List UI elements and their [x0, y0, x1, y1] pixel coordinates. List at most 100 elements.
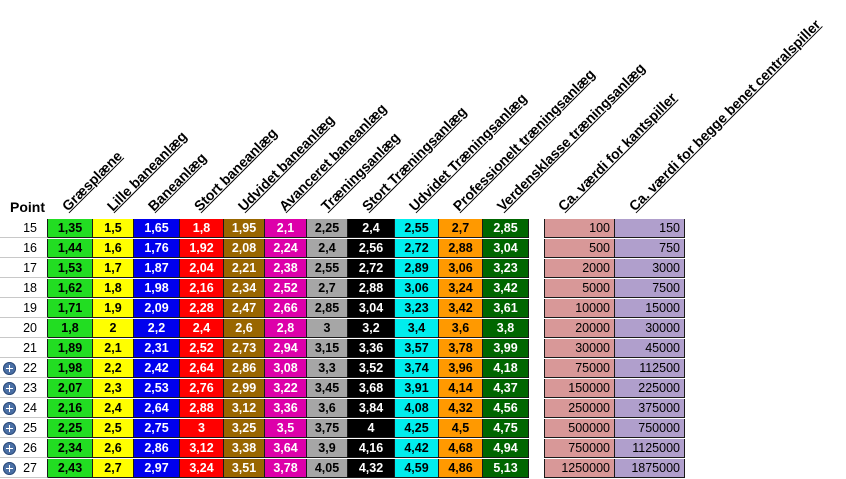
rating-cell[interactable]: 3,25	[224, 419, 265, 438]
rating-cell[interactable]: 2,52	[265, 279, 307, 298]
rating-cell[interactable]: 2,88	[348, 279, 395, 298]
point-cell[interactable]: 27	[0, 459, 48, 478]
point-cell[interactable]: 21	[0, 339, 48, 358]
rating-cell[interactable]: 4,08	[395, 399, 439, 418]
rating-cell[interactable]: 3	[180, 419, 224, 438]
expand-row-icon[interactable]	[3, 442, 16, 455]
value-cell[interactable]: 15000	[615, 299, 685, 318]
rating-cell[interactable]: 2,16	[48, 399, 93, 418]
rating-cell[interactable]: 2,53	[134, 379, 180, 398]
rating-cell[interactable]: 3	[307, 319, 348, 338]
rating-cell[interactable]: 2,28	[180, 299, 224, 318]
value-cell[interactable]: 250000	[544, 399, 615, 418]
rating-cell[interactable]: 1,65	[134, 219, 180, 238]
point-cell[interactable]: 25	[0, 419, 48, 438]
rating-cell[interactable]: 4,68	[439, 439, 483, 458]
rating-cell[interactable]: 4,05	[307, 459, 348, 478]
rating-cell[interactable]: 3,6	[307, 399, 348, 418]
rating-cell[interactable]: 3,74	[395, 359, 439, 378]
rating-cell[interactable]: 2,55	[395, 219, 439, 238]
rating-cell[interactable]: 1,8	[180, 219, 224, 238]
rating-cell[interactable]: 1,6	[93, 239, 134, 258]
rating-cell[interactable]: 4,25	[395, 419, 439, 438]
value-cell[interactable]: 30000	[615, 319, 685, 338]
point-cell[interactable]: 15	[0, 219, 48, 238]
rating-cell[interactable]: 4,18	[483, 359, 529, 378]
rating-cell[interactable]: 2,72	[348, 259, 395, 278]
rating-cell[interactable]: 2,47	[224, 299, 265, 318]
rating-cell[interactable]: 3,4	[395, 319, 439, 338]
expand-row-icon[interactable]	[3, 462, 16, 475]
rating-cell[interactable]: 2,08	[224, 239, 265, 258]
rating-cell[interactable]: 2,99	[224, 379, 265, 398]
value-cell[interactable]: 3000	[615, 259, 685, 278]
rating-cell[interactable]: 2,3	[93, 379, 134, 398]
expand-row-icon[interactable]	[3, 402, 16, 415]
point-cell[interactable]: 24	[0, 399, 48, 418]
rating-cell[interactable]: 2,86	[134, 439, 180, 458]
point-cell[interactable]: 20	[0, 319, 48, 338]
rating-cell[interactable]: 1,71	[48, 299, 93, 318]
rating-cell[interactable]: 3,68	[348, 379, 395, 398]
rating-cell[interactable]: 2,1	[265, 219, 307, 238]
value-cell[interactable]: 2000	[544, 259, 615, 278]
rating-cell[interactable]: 2,7	[307, 279, 348, 298]
rating-cell[interactable]: 4,59	[395, 459, 439, 478]
rating-cell[interactable]: 3,2	[348, 319, 395, 338]
rating-cell[interactable]: 3,42	[483, 279, 529, 298]
rating-cell[interactable]: 3,36	[265, 399, 307, 418]
rating-cell[interactable]: 3,9	[307, 439, 348, 458]
value-cell[interactable]: 112500	[615, 359, 685, 378]
value-cell[interactable]: 100	[544, 219, 615, 238]
rating-cell[interactable]: 2,55	[307, 259, 348, 278]
rating-cell[interactable]: 3,52	[348, 359, 395, 378]
rating-cell[interactable]: 2,5	[93, 419, 134, 438]
rating-cell[interactable]: 3,23	[395, 299, 439, 318]
value-cell[interactable]: 150000	[544, 379, 615, 398]
rating-cell[interactable]: 3,6	[439, 319, 483, 338]
rating-cell[interactable]: 2,6	[93, 439, 134, 458]
rating-cell[interactable]: 2,21	[224, 259, 265, 278]
point-cell[interactable]: 26	[0, 439, 48, 458]
rating-cell[interactable]: 2,24	[265, 239, 307, 258]
value-cell[interactable]: 75000	[544, 359, 615, 378]
value-cell[interactable]: 10000	[544, 299, 615, 318]
rating-cell[interactable]: 2,64	[180, 359, 224, 378]
rating-cell[interactable]: 4,75	[483, 419, 529, 438]
rating-cell[interactable]: 4,5	[439, 419, 483, 438]
rating-cell[interactable]: 2,8	[265, 319, 307, 338]
rating-cell[interactable]: 5,13	[483, 459, 529, 478]
rating-cell[interactable]: 3,8	[483, 319, 529, 338]
rating-cell[interactable]: 2,4	[307, 239, 348, 258]
rating-cell[interactable]: 3,36	[348, 339, 395, 358]
rating-cell[interactable]: 4,32	[348, 459, 395, 478]
rating-cell[interactable]: 2,25	[307, 219, 348, 238]
value-cell[interactable]: 20000	[544, 319, 615, 338]
rating-cell[interactable]: 3,12	[224, 399, 265, 418]
rating-cell[interactable]: 4,14	[439, 379, 483, 398]
rating-cell[interactable]: 2,2	[93, 359, 134, 378]
rating-cell[interactable]: 2,34	[48, 439, 93, 458]
rating-cell[interactable]: 3,78	[265, 459, 307, 478]
rating-cell[interactable]: 1,9	[93, 299, 134, 318]
point-cell[interactable]: 18	[0, 279, 48, 298]
rating-cell[interactable]: 2,09	[134, 299, 180, 318]
value-cell[interactable]: 1875000	[615, 459, 685, 478]
rating-cell[interactable]: 1,89	[48, 339, 93, 358]
rating-cell[interactable]: 3,51	[224, 459, 265, 478]
rating-cell[interactable]: 2,94	[265, 339, 307, 358]
rating-cell[interactable]: 4,86	[439, 459, 483, 478]
rating-cell[interactable]: 3,42	[439, 299, 483, 318]
rating-cell[interactable]: 1,62	[48, 279, 93, 298]
rating-cell[interactable]: 1,5	[93, 219, 134, 238]
rating-cell[interactable]: 3,22	[265, 379, 307, 398]
value-cell[interactable]: 45000	[615, 339, 685, 358]
rating-cell[interactable]: 1,95	[224, 219, 265, 238]
rating-cell[interactable]: 3,75	[307, 419, 348, 438]
rating-cell[interactable]: 1,53	[48, 259, 93, 278]
rating-cell[interactable]: 2,2	[134, 319, 180, 338]
rating-cell[interactable]: 2,97	[134, 459, 180, 478]
rating-cell[interactable]: 3,5	[265, 419, 307, 438]
expand-row-icon[interactable]	[3, 422, 16, 435]
rating-cell[interactable]: 3,15	[307, 339, 348, 358]
